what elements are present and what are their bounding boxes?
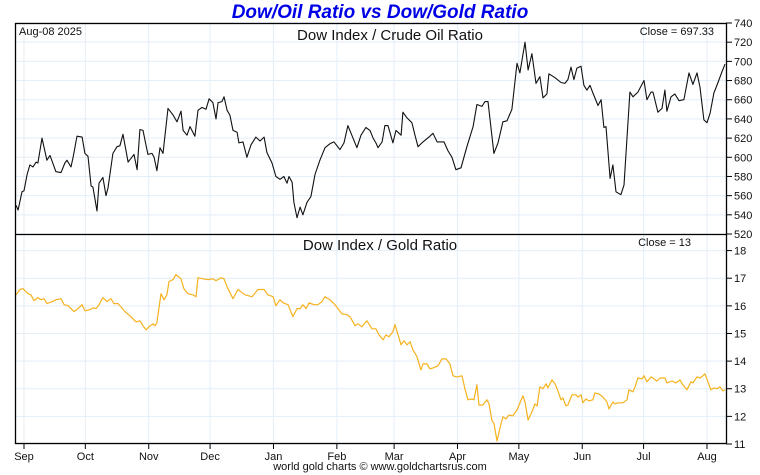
chart-title: Dow/Oil Ratio vs Dow/Gold Ratio — [231, 2, 529, 23]
y-tick-label: 720 — [734, 37, 752, 49]
x-tick-label: Nov — [139, 451, 159, 463]
panel-oil-ratio: 520 540 560 580 600 620 640 660 680 700 720 740 Aug… — [15, 18, 752, 241]
y-tick-label: 680 — [734, 76, 752, 88]
plot-frame — [14, 22, 728, 445]
x-tick-label: Jul — [637, 451, 651, 463]
panel-title-gold: Dow Index / Gold Ratio — [303, 237, 457, 254]
close-label-gold: Close = 13 — [638, 237, 691, 249]
y-axis-oil: 520 540 560 580 600 620 640 660 680 700 720 740 — [726, 18, 752, 241]
x-tick-label: Dec — [200, 451, 220, 463]
y-tick-label: 560 — [734, 191, 752, 203]
y-tick-label: 17 — [734, 273, 746, 285]
y-tick-label: 13 — [734, 384, 746, 396]
panel-title-oil: Dow Index / Crude Oil Ratio — [297, 27, 483, 44]
oil-ratio-line — [15, 41, 726, 219]
y-tick-label: 660 — [734, 95, 752, 107]
y-tick-label: 520 — [734, 229, 752, 241]
y-tick-label: 14 — [734, 356, 746, 368]
y-tick-label: 640 — [734, 114, 752, 126]
footer-credit: world gold charts © www.goldchartsrus.co… — [273, 461, 487, 473]
y-tick-label: 740 — [734, 18, 752, 30]
date-label: Aug-08 2025 — [19, 26, 82, 38]
x-tick-label: Apr — [449, 451, 466, 463]
x-tick-label: Jan — [265, 451, 283, 463]
y-tick-label: 11 — [734, 439, 745, 451]
series-gold — [15, 274, 726, 442]
close-label-oil: Close = 697.33 — [640, 26, 714, 38]
y-tick-label: 540 — [734, 210, 752, 222]
x-tick-label: May — [508, 451, 529, 463]
y-axis-gold: 11 12 13 14 15 16 17 18 — [726, 246, 746, 451]
x-tick-label: Aug — [697, 451, 717, 463]
y-tick-label: 18 — [734, 246, 746, 258]
gold-ratio-line — [15, 274, 726, 442]
x-tick-label: Mar — [385, 451, 404, 463]
x-tick-label: Jun — [573, 451, 591, 463]
y-tick-label: 700 — [734, 56, 752, 68]
y-tick-label: 15 — [734, 328, 746, 340]
x-tick-label: Feb — [327, 451, 346, 463]
y-tick-label: 12 — [734, 411, 746, 423]
x-axis-months: Sep Oct Nov Dec Jan Feb Mar Apr May Jun Jul Aug — [14, 444, 717, 463]
grid-bottom — [15, 234, 726, 445]
x-tick-label: Oct — [77, 451, 94, 463]
x-tick-label: Sep — [14, 451, 34, 463]
series-oil — [15, 41, 726, 219]
y-tick-label: 580 — [734, 171, 752, 183]
grid-top — [15, 22, 726, 235]
y-tick-label: 600 — [734, 152, 752, 164]
y-tick-label: 16 — [734, 301, 746, 313]
y-tick-label: 620 — [734, 133, 752, 145]
panel-gold-ratio: 11 12 13 14 15 16 17 18 Sep Oct Nov Dec Jan Feb Mar Ap… — [14, 234, 746, 463]
